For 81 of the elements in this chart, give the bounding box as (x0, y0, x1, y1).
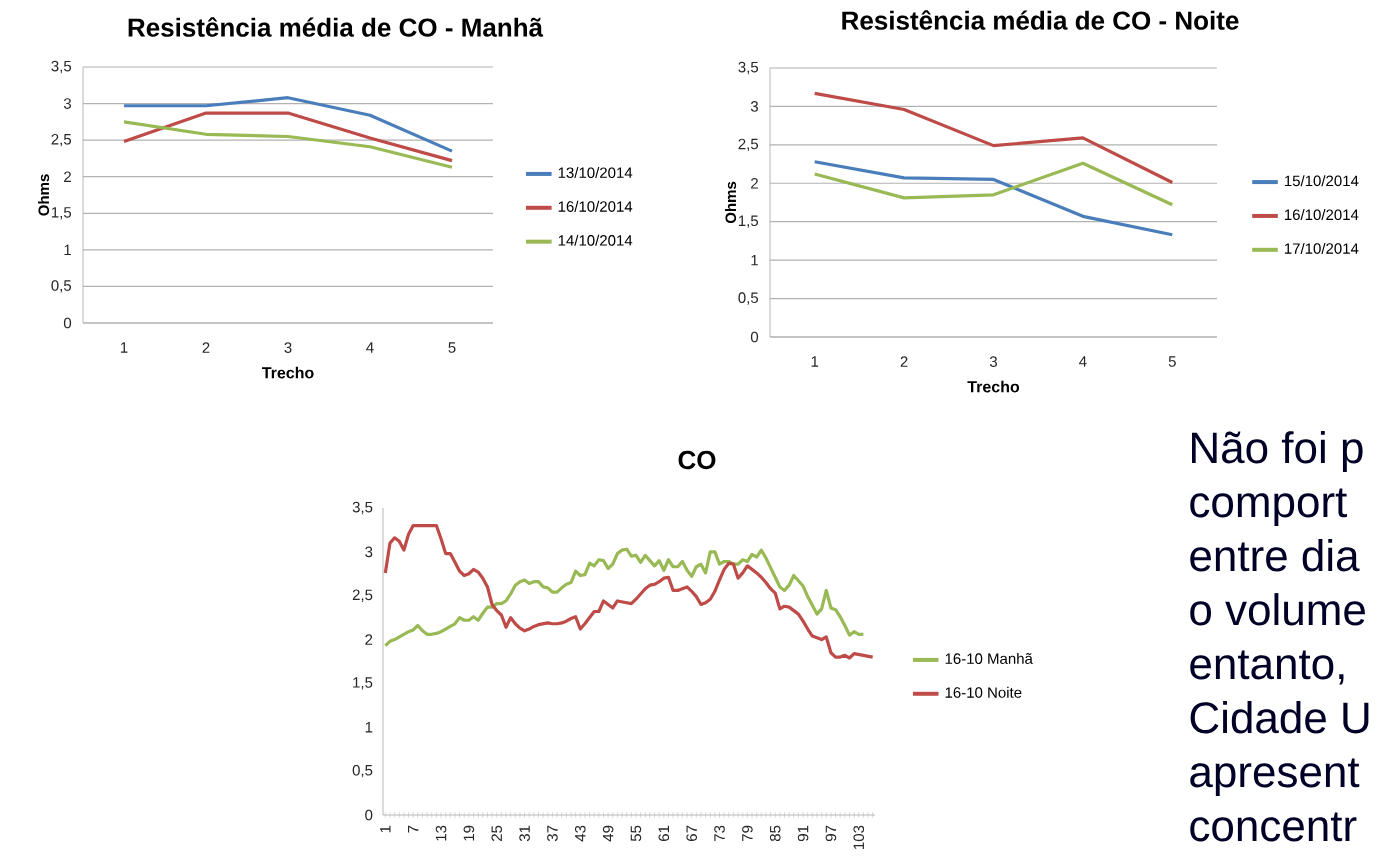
x-tick-label: 43 (574, 825, 586, 842)
x-tick-label: 1 (380, 825, 391, 833)
legend-label: 13/10/2014 (558, 167, 633, 179)
y-tick-label: 1 (64, 244, 71, 256)
legend-label: 16/10/2014 (1284, 209, 1359, 221)
y-tick-label: 3,5 (51, 60, 72, 74)
legend-label: 16-10 Noite (945, 686, 1022, 698)
line-series (813, 91, 1174, 185)
text: Cidade U (1190, 701, 1369, 734)
x-tick-label: 2 (202, 342, 210, 353)
x-tick-label: 97 (825, 825, 837, 842)
x-tick-label: 85 (769, 825, 781, 842)
y-tick-label: 1,5 (51, 207, 72, 220)
line-series (122, 96, 454, 153)
x-tick-label: 91 (797, 825, 809, 842)
x-axis-title: Trecho (967, 380, 1020, 393)
y-axis-title: Ohms (725, 181, 737, 224)
legend-label: 15/10/2014 (1284, 175, 1359, 187)
x-tick-label: 5 (1168, 356, 1176, 367)
x-tick-label: 1 (811, 356, 819, 367)
y-tick-label: 2 (64, 171, 71, 182)
x-tick-label: 37 (547, 825, 558, 842)
y-tick-label: 0 (63, 317, 72, 329)
x-tick-label: 67 (686, 825, 697, 841)
x-tick-label: 103 (853, 825, 865, 849)
y-tick-label: 0 (750, 331, 759, 343)
line-series (122, 120, 454, 169)
text: apresent (1190, 758, 1360, 797)
chart-title: Resistência média de CO - Noite (842, 10, 1239, 30)
y-tick-label: 0 (365, 809, 373, 821)
text: concentr (1190, 812, 1357, 842)
text: comport (1190, 488, 1348, 527)
y-tick-label: 1,5 (738, 215, 759, 228)
chart-title: CO (678, 450, 716, 470)
y-tick-label: 1 (365, 722, 373, 733)
legend-label: 17/10/2014 (1284, 242, 1359, 254)
x-tick-label: 13 (435, 825, 447, 841)
x-tick-label: 73 (714, 825, 725, 841)
line-series (122, 111, 454, 163)
x-tick-label: 3 (989, 356, 998, 367)
y-tick-label: 3,5 (738, 61, 759, 75)
x-tick-label: 5 (448, 342, 456, 353)
legend-label: 16-10 Manhã (945, 652, 1033, 664)
y-tick-label: 3 (63, 98, 72, 109)
x-tick-label: 4 (366, 342, 374, 353)
x-tick-label: 2 (900, 356, 908, 367)
x-tick-label: 25 (491, 825, 503, 841)
x-tick-label: 31 (519, 825, 530, 842)
x-tick-label: 79 (742, 825, 753, 841)
y-tick-label: 2 (365, 634, 373, 645)
y-tick-label: 1 (751, 254, 758, 266)
x-tick-label: 61 (658, 825, 670, 841)
y-tick-label: 1,5 (353, 677, 373, 690)
x-axis-title: Trecho (261, 366, 314, 379)
y-tick-label: 0,5 (352, 764, 373, 778)
y-axis-title: Ohms (38, 174, 50, 216)
y-tick-label: 3 (365, 546, 373, 558)
text: entanto, (1190, 650, 1344, 685)
x-tick-label: 3 (284, 342, 292, 353)
line-series (813, 161, 1174, 207)
chart-title: Resistência média de CO - Manhã (128, 17, 544, 37)
x-tick-label: 1 (120, 342, 128, 353)
text: Não foi p (1192, 431, 1363, 473)
y-tick-label: 2 (751, 178, 758, 189)
line-series (813, 160, 1174, 237)
x-tick-label: 7 (408, 825, 419, 833)
y-tick-label: 2,5 (738, 138, 759, 152)
y-tick-label: 2,5 (352, 589, 373, 602)
y-tick-label: 0,5 (51, 280, 72, 293)
y-tick-label: 0,5 (738, 292, 759, 305)
legend-label: 16/10/2014 (558, 200, 633, 212)
text: entre dia (1190, 539, 1360, 572)
x-tick-label: 55 (630, 825, 642, 842)
x-tick-label: 4 (1079, 356, 1087, 367)
y-tick-label: 3 (750, 101, 759, 112)
text: o volume (1190, 593, 1365, 626)
legend-label: 14/10/2014 (558, 234, 633, 246)
y-tick-label: 2,5 (51, 133, 72, 147)
x-tick-label: 19 (463, 825, 475, 841)
y-tick-label: 3,5 (352, 501, 373, 515)
x-tick-label: 49 (602, 825, 614, 842)
